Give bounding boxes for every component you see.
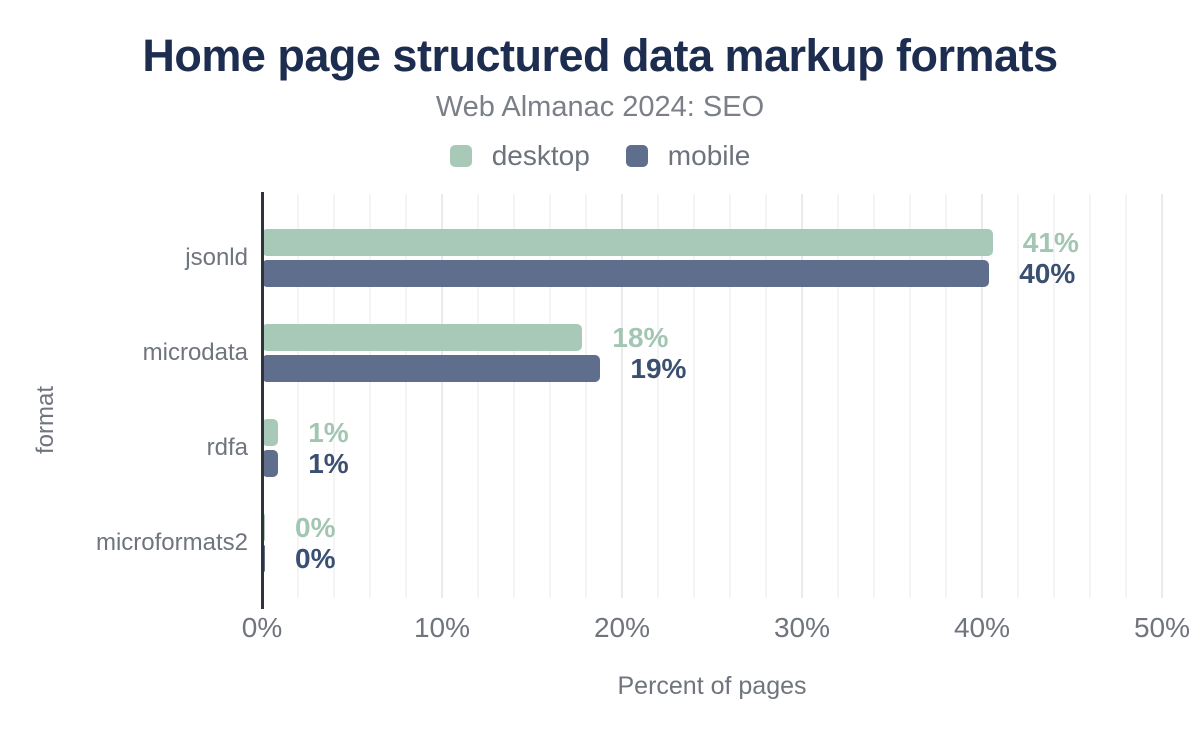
bar-mobile-microdata — [262, 355, 601, 382]
chart-legend: desktop mobile — [0, 140, 1200, 172]
gridline-28 — [765, 194, 767, 598]
legend-swatch-desktop-icon — [449, 145, 472, 167]
x-tick-label-10: 10% — [413, 612, 471, 643]
gridline-12 — [477, 194, 479, 598]
chart-title: Home page structured data markup formats — [142, 30, 1058, 81]
gridline-16 — [549, 194, 551, 598]
legend-label-desktop: desktop — [491, 140, 590, 171]
category-label-microformats2: microformats2 — [95, 529, 248, 556]
gridline-46 — [1089, 194, 1091, 598]
x-tick-label-40: 40% — [953, 612, 1011, 643]
legend-item-mobile: mobile — [625, 140, 751, 172]
gridline-38 — [945, 194, 947, 598]
legend-label-mobile: mobile — [667, 140, 751, 171]
legend-item-desktop: desktop — [449, 140, 590, 172]
x-tick-label-30: 30% — [773, 612, 831, 643]
value-label-desktop-rdfa: 1% — [308, 416, 349, 448]
gridline-34 — [873, 194, 875, 598]
bar-desktop-microdata — [262, 324, 583, 351]
gridline-50 — [1161, 194, 1163, 598]
legend-swatch-mobile-icon — [625, 145, 648, 167]
gridline-10 — [441, 194, 443, 598]
value-label-mobile-rdfa: 1% — [308, 447, 349, 479]
gridline-32 — [837, 194, 839, 598]
value-label-mobile-microdata: 19% — [630, 352, 687, 384]
bar-desktop-rdfa — [262, 419, 279, 446]
x-tick-label-50: 50% — [1133, 612, 1191, 643]
gridline-26 — [729, 194, 731, 598]
value-label-desktop-microformats2: 0% — [295, 511, 336, 543]
x-tick-label-20: 20% — [593, 612, 651, 643]
category-label-rdfa: rdfa — [206, 434, 248, 461]
gridline-42 — [1017, 194, 1019, 598]
y-axis-title: format — [32, 385, 59, 455]
gridline-44 — [1053, 194, 1055, 598]
category-label-jsonld: jsonld — [185, 244, 248, 271]
value-label-desktop-jsonld: 41% — [1022, 226, 1079, 258]
value-label-mobile-microformats2: 0% — [295, 542, 336, 574]
gridline-22 — [657, 194, 659, 598]
gridline-18 — [585, 194, 587, 598]
value-label-desktop-microdata: 18% — [612, 321, 669, 353]
x-axis-title: Percent of pages — [617, 672, 807, 700]
plot-area: jsonld 41% 40% microdata 18% 19% rdfa 1% 1% micro… — [96, 192, 1190, 643]
bar-mobile-jsonld — [262, 260, 990, 287]
gridline-8 — [405, 194, 407, 598]
bar-desktop-jsonld — [262, 229, 993, 256]
value-label-mobile-jsonld: 40% — [1019, 257, 1076, 289]
gridline-14 — [513, 194, 515, 598]
x-tick-label-0: 0% — [241, 612, 283, 643]
chart-subtitle: Web Almanac 2024: SEO — [435, 91, 765, 123]
gridline-2 — [297, 194, 299, 598]
bar-mobile-rdfa — [262, 450, 279, 477]
gridline-4 — [333, 194, 335, 598]
y-axis-line — [261, 192, 264, 609]
gridline-40 — [981, 194, 983, 598]
gridline-24 — [693, 194, 695, 598]
gridline-36 — [909, 194, 911, 598]
gridline-20 — [621, 194, 623, 598]
gridline-6 — [369, 194, 371, 598]
category-label-microdata: microdata — [142, 339, 248, 366]
gridline-30 — [801, 194, 803, 598]
gridline-48 — [1125, 194, 1127, 598]
